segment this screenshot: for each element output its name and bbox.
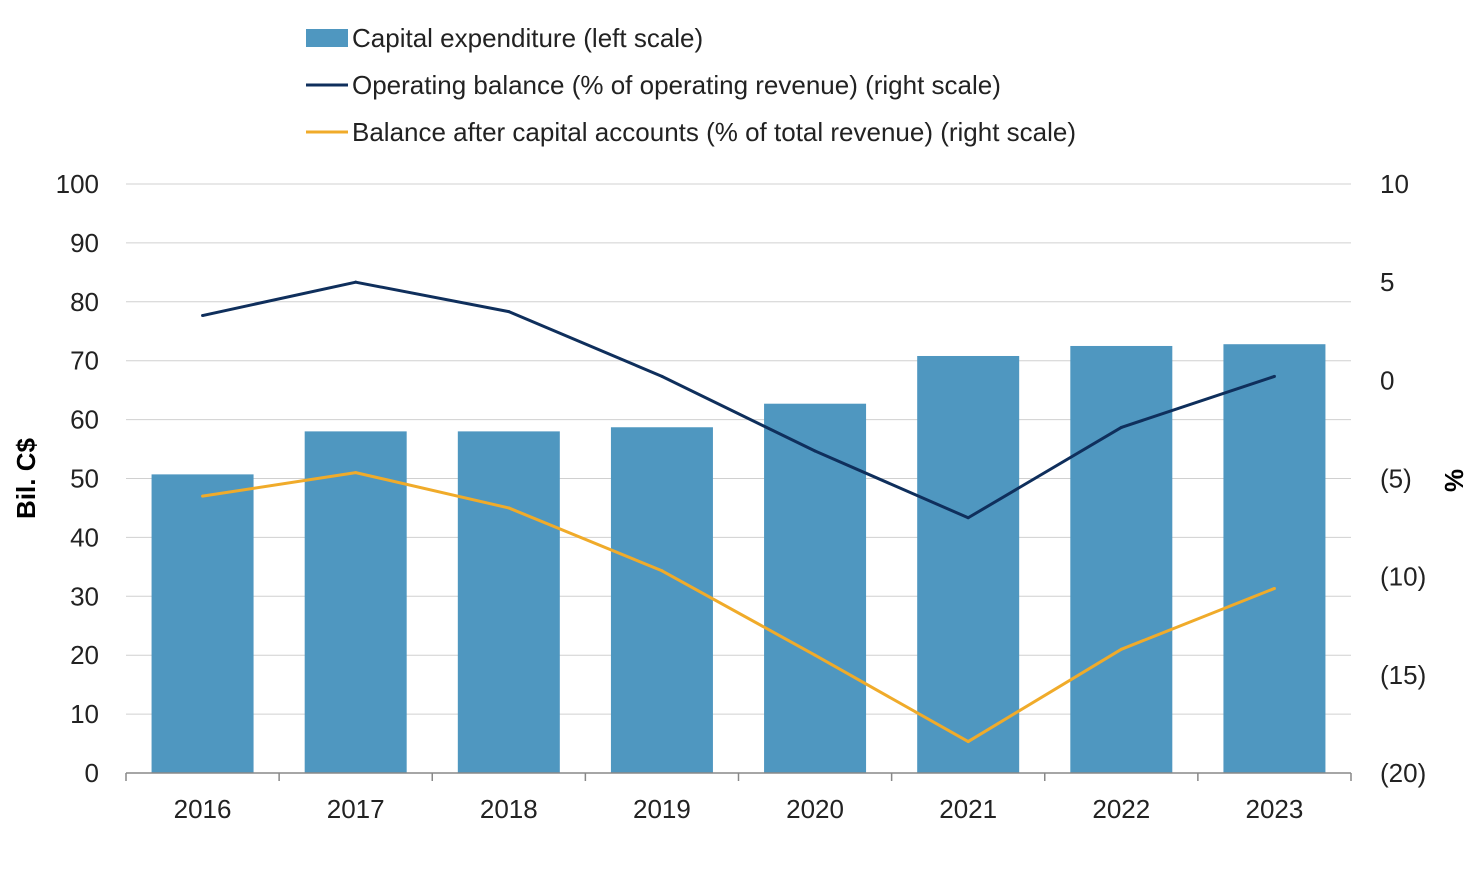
bar-series (151, 344, 1326, 773)
line-point-2-2017 (354, 471, 358, 475)
y-tick-label: 10 (70, 699, 99, 729)
y-tick-label: 90 (70, 228, 99, 258)
y-tick-label: 100 (56, 169, 99, 199)
x-tick-label: 2017 (327, 794, 385, 824)
x-tick-label: 2023 (1246, 794, 1304, 824)
y-tick-label: 30 (70, 581, 99, 611)
y2-tick-label: 5 (1380, 267, 1394, 297)
bar-2017 (304, 431, 407, 773)
bar-2022 (1070, 345, 1173, 773)
line-point-2-2016 (201, 494, 205, 498)
legend-item: Capital expenditure (left scale) (306, 23, 703, 53)
y-tick-label: 20 (70, 640, 99, 670)
line-point-2-2019 (660, 569, 664, 573)
y-tick-label: 50 (70, 464, 99, 494)
x-tick-label: 2022 (1092, 794, 1150, 824)
legend-label: Capital expenditure (left scale) (352, 23, 703, 53)
legend: Capital expenditure (left scale) Operatin… (306, 23, 1076, 147)
line-point-1-2020 (813, 449, 817, 453)
line-point-1-2023 (1272, 374, 1276, 378)
y2-tick-label: (10) (1380, 562, 1426, 592)
y2-tick-label: 10 (1380, 169, 1409, 199)
line-point-1-2017 (354, 280, 358, 284)
line-point-1-2022 (1119, 425, 1123, 429)
axes: 2016 2017 2018 2019 2020 2021 2022 2023 0 10 20 30 4… (56, 169, 1427, 824)
legend-label: Operating balance (% of operating revenu… (352, 70, 1001, 100)
bar-2016 (151, 474, 254, 773)
bar-2021 (917, 355, 1020, 773)
legend-item: Balance after capital accounts (% of tot… (306, 117, 1076, 147)
y2-tick-label: (15) (1380, 660, 1426, 690)
legend-label: Balance after capital accounts (% of tot… (352, 117, 1076, 147)
x-tick-label: 2021 (939, 794, 997, 824)
line-point-1-2019 (660, 374, 664, 378)
y2-tick-label: (20) (1380, 758, 1426, 788)
line-point-1-2021 (966, 516, 970, 520)
bar-2023 (1223, 344, 1326, 773)
line-series-2 (202, 471, 1275, 744)
y-axis-title: Bil. C$ (11, 438, 41, 519)
y2-tick-label: (5) (1380, 464, 1412, 494)
line-point-1-2016 (201, 314, 205, 318)
line-series (201, 280, 1276, 744)
y-tick-label: 80 (70, 287, 99, 317)
line-point-1-2018 (507, 310, 511, 314)
line-series-1 (202, 280, 1275, 520)
line-point-2-2020 (813, 653, 817, 657)
y-tick-label: 0 (85, 758, 99, 788)
y2-axis-title: % (1439, 469, 1469, 492)
bar-2018 (457, 431, 560, 773)
x-tick-label: 2020 (786, 794, 844, 824)
x-tick-label: 2019 (633, 794, 691, 824)
x-tick-label: 2016 (174, 794, 232, 824)
line-point-2-2021 (966, 740, 970, 744)
y-tick-label: 60 (70, 405, 99, 435)
line-point-2-2018 (507, 506, 511, 510)
y-tick-label: 70 (70, 346, 99, 376)
y2-tick-label: 0 (1380, 365, 1394, 395)
x-tick-label: 2018 (480, 794, 538, 824)
y-tick-label: 40 (70, 522, 99, 552)
bar-2020 (764, 403, 867, 773)
line-point-2-2022 (1119, 647, 1123, 651)
legend-swatch (306, 29, 348, 47)
line-point-2-2023 (1272, 586, 1276, 590)
bar-2019 (610, 427, 713, 773)
legend-item: Operating balance (% of operating revenu… (306, 70, 1001, 100)
